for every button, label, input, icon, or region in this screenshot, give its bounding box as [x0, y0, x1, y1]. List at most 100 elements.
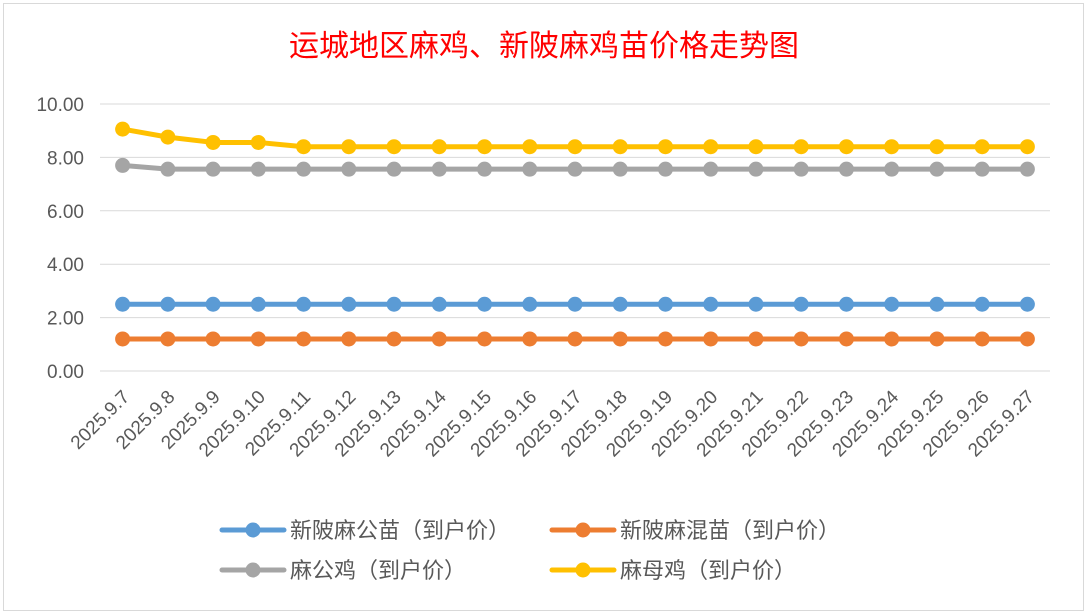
y-tick-label: 2.00 [47, 309, 84, 330]
legend-label: 新陂麻公苗（到户价） [290, 519, 510, 544]
data-point [703, 296, 719, 312]
data-point [657, 161, 673, 177]
data-point [838, 296, 854, 312]
y-tick-label: 6.00 [47, 202, 84, 223]
data-point [386, 161, 402, 177]
data-point [115, 157, 131, 173]
data-point [160, 296, 176, 312]
y-tick-label: 10.00 [36, 95, 84, 116]
data-point [250, 134, 266, 150]
data-point [160, 161, 176, 177]
data-point [296, 331, 312, 347]
data-point [522, 331, 538, 347]
data-point [205, 134, 221, 150]
data-point [296, 139, 312, 155]
data-point [115, 331, 131, 347]
data-point [567, 331, 583, 347]
data-point [1019, 139, 1035, 155]
data-point [296, 296, 312, 312]
data-point [748, 139, 764, 155]
y-axis-labels: 0.00 2.00 4.00 6.00 8.00 10.00 [36, 95, 84, 383]
data-point [250, 161, 266, 177]
data-point [341, 331, 357, 347]
series-1 [115, 296, 1035, 312]
legend-label: 麻母鸡（到户价） [620, 559, 796, 584]
data-point [567, 161, 583, 177]
data-point [205, 296, 221, 312]
data-point [974, 296, 990, 312]
data-point [115, 121, 131, 137]
chart-title: 运城地区麻鸡、新陂麻鸡苗价格走势图 [289, 29, 799, 64]
data-point [341, 161, 357, 177]
data-point [477, 161, 493, 177]
legend-swatch-marker [575, 522, 591, 538]
data-point [341, 296, 357, 312]
data-point [477, 331, 493, 347]
data-point [567, 139, 583, 155]
data-point [612, 296, 628, 312]
data-point [522, 139, 538, 155]
data-point [477, 139, 493, 155]
y-tick-label: 8.00 [47, 148, 84, 169]
data-point [115, 296, 131, 312]
data-point [703, 161, 719, 177]
legend-item: 新陂麻公苗（到户价） [219, 519, 510, 544]
series-3 [115, 157, 1035, 177]
legend-swatch-marker [245, 562, 261, 578]
data-point [884, 139, 900, 155]
data-point [974, 139, 990, 155]
data-point [793, 161, 809, 177]
legend-item: 新陂麻混苗（到户价） [549, 519, 840, 544]
series-4 [115, 121, 1035, 155]
series-lines [115, 121, 1035, 347]
data-point [1019, 331, 1035, 347]
data-point [431, 161, 447, 177]
data-point [793, 331, 809, 347]
data-point [838, 161, 854, 177]
x-axis-labels: 2025.9.72025.9.82025.9.92025.9.102025.9.… [67, 386, 1039, 461]
data-point [703, 139, 719, 155]
y-tick-label: 4.00 [47, 255, 84, 276]
legend-swatch-marker [245, 522, 261, 538]
data-point [296, 161, 312, 177]
data-point [1019, 161, 1035, 177]
data-point [612, 331, 628, 347]
data-point [612, 139, 628, 155]
y-tick-label: 0.00 [47, 362, 84, 383]
data-point [884, 331, 900, 347]
data-point [703, 331, 719, 347]
data-point [431, 139, 447, 155]
data-point [612, 161, 628, 177]
legend-item: 麻母鸡（到户价） [549, 559, 796, 584]
data-point [929, 161, 945, 177]
data-point [522, 296, 538, 312]
legend: 新陂麻公苗（到户价） 新陂麻混苗（到户价） 麻公鸡（到户价） 麻母鸡（到户价） [219, 519, 840, 584]
data-point [657, 139, 673, 155]
data-point [793, 139, 809, 155]
data-point [431, 296, 447, 312]
data-point [477, 296, 493, 312]
data-point [431, 331, 447, 347]
data-point [838, 139, 854, 155]
legend-label: 麻公鸡（到户价） [290, 559, 466, 584]
data-point [250, 296, 266, 312]
data-point [929, 139, 945, 155]
data-point [160, 129, 176, 145]
gridlines [100, 103, 1050, 372]
data-point [793, 296, 809, 312]
data-point [522, 161, 538, 177]
data-point [929, 331, 945, 347]
data-point [341, 139, 357, 155]
data-point [748, 161, 764, 177]
legend-swatch-marker [575, 562, 591, 578]
data-point [386, 331, 402, 347]
data-point [657, 331, 673, 347]
data-point [567, 296, 583, 312]
legend-label: 新陂麻混苗（到户价） [620, 519, 840, 544]
data-point [884, 161, 900, 177]
data-point [205, 161, 221, 177]
data-point [1019, 296, 1035, 312]
data-point [160, 331, 176, 347]
data-point [386, 139, 402, 155]
